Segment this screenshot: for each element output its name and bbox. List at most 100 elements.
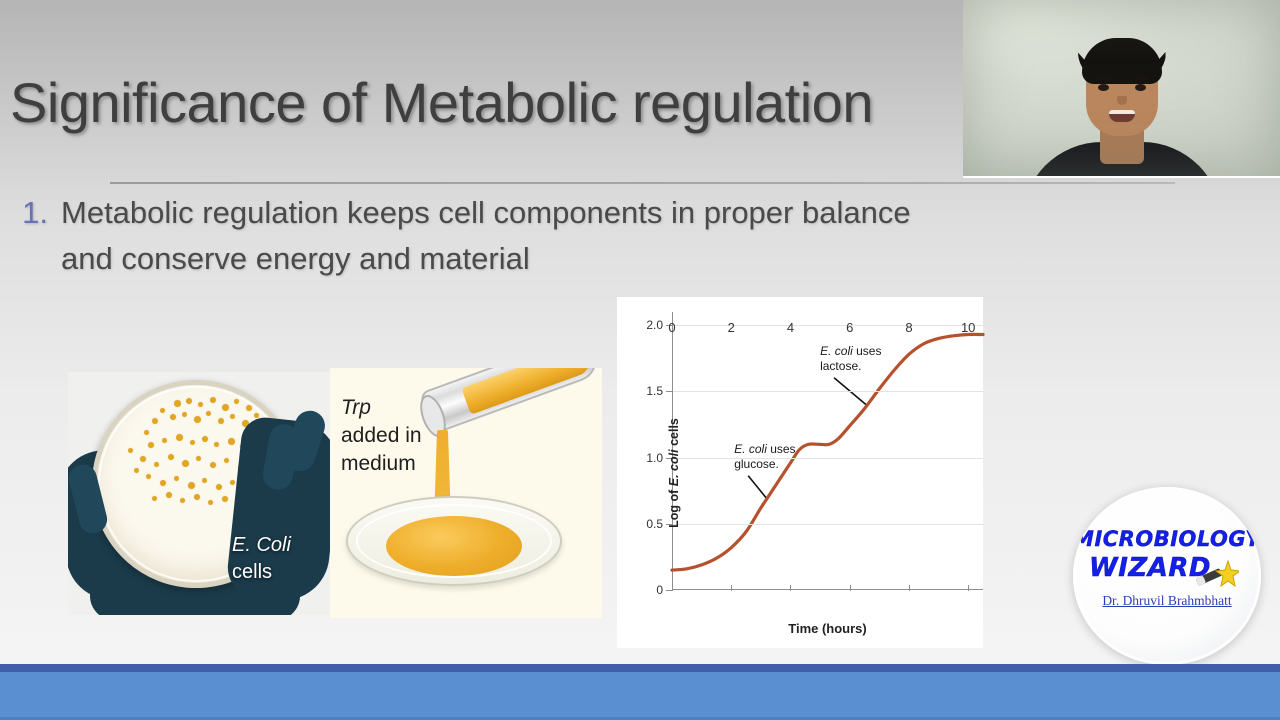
colony bbox=[154, 462, 159, 467]
presenter-webcam-video[interactable] bbox=[963, 0, 1280, 178]
x-axis-tick-label: 10 bbox=[960, 320, 976, 335]
y-axis-tick-label: 2.0 bbox=[646, 318, 663, 333]
colony bbox=[176, 434, 183, 441]
colony bbox=[242, 420, 249, 427]
annotation-line-2: glucose. bbox=[734, 456, 779, 471]
caption-rest: cells bbox=[232, 561, 273, 583]
presenter-hair bbox=[1081, 38, 1162, 84]
y-axis-tick-label: 1.0 bbox=[646, 450, 663, 465]
colony bbox=[148, 442, 154, 448]
trp-label: Trp bbox=[341, 396, 371, 419]
colony bbox=[234, 399, 239, 404]
x-axis-tick bbox=[849, 585, 851, 591]
bullet-list-item: 1. Metabolic regulation keeps cell compo… bbox=[0, 190, 950, 282]
chart-gridline bbox=[672, 457, 983, 459]
x-axis-tick-label: 0 bbox=[668, 320, 676, 335]
y-axis-tick bbox=[666, 523, 673, 525]
colony bbox=[174, 476, 179, 481]
colony bbox=[224, 458, 229, 463]
colony bbox=[206, 411, 211, 416]
trp-caption-line3: medium bbox=[341, 452, 416, 475]
x-axis-tick bbox=[968, 585, 970, 591]
page-title: Significance of Metabolic regulation bbox=[10, 71, 873, 134]
y-axis-tick bbox=[666, 590, 673, 591]
growth-curve-chart: 0 0.5 1.0 1.5 2.0 0 2 4 6 8 10 E. coli uses glucose.… bbox=[617, 297, 983, 648]
colony bbox=[182, 412, 187, 417]
x-axis-tick bbox=[672, 585, 673, 591]
webcam-vignette bbox=[963, 0, 1280, 176]
colony bbox=[182, 460, 189, 467]
colony bbox=[228, 438, 235, 445]
x-axis-tick-label: 6 bbox=[846, 320, 854, 335]
chart-gridline bbox=[672, 325, 983, 327]
colony bbox=[222, 404, 229, 411]
colony bbox=[208, 500, 213, 505]
colony bbox=[146, 474, 151, 479]
chart-annotation: E. coli uses glucose. bbox=[734, 441, 796, 471]
presenter-eyebrow-right bbox=[1132, 77, 1149, 80]
presenter-eye-left bbox=[1097, 84, 1109, 91]
x-axis-tick bbox=[731, 585, 733, 591]
y-axis-title-species: E. coli bbox=[666, 448, 681, 486]
petri-dish-caption: E. Coli cells bbox=[232, 532, 362, 586]
chart-annotation: E. coli uses lactose. bbox=[820, 343, 882, 373]
colony bbox=[210, 462, 216, 468]
bullet-text: Metabolic regulation keeps cell componen… bbox=[61, 195, 911, 276]
y-axis bbox=[672, 312, 673, 590]
y-axis-tick-label: 1.5 bbox=[646, 384, 663, 399]
species-name: E. Coli bbox=[232, 534, 291, 556]
colony bbox=[188, 482, 195, 489]
footer-accent-bar bbox=[0, 664, 1280, 672]
presenter-eye-right bbox=[1134, 84, 1146, 91]
x-axis bbox=[672, 589, 983, 590]
test-tube-liquid bbox=[461, 368, 594, 415]
x-axis-tick bbox=[790, 585, 792, 591]
annotation-species: E. coli bbox=[734, 441, 767, 456]
colony bbox=[186, 398, 192, 404]
colony bbox=[160, 480, 166, 486]
annotation-leader-line bbox=[834, 378, 866, 405]
colony bbox=[218, 418, 224, 424]
chart-gridline bbox=[672, 391, 983, 393]
colony bbox=[222, 496, 228, 502]
trp-caption-line2: added in bbox=[341, 424, 422, 447]
colony bbox=[166, 492, 172, 498]
annotation-leader-line bbox=[748, 476, 767, 499]
presenter-eyebrow-left bbox=[1094, 77, 1111, 80]
colony bbox=[140, 456, 146, 462]
y-axis-tick-label: 0.5 bbox=[646, 516, 663, 531]
y-axis-title: Log of E. coli cells bbox=[666, 417, 681, 528]
chart-plot-area: 0 0.5 1.0 1.5 2.0 0 2 4 6 8 10 E. coli uses glucose.… bbox=[646, 312, 983, 597]
colony bbox=[194, 494, 200, 500]
x-axis-tick-label: 4 bbox=[786, 320, 795, 335]
logo-line-1: MICROBIOLOGY bbox=[1073, 527, 1261, 551]
colony bbox=[254, 413, 259, 418]
colony bbox=[174, 400, 181, 407]
x-axis-tick-label: 8 bbox=[905, 320, 913, 335]
colony bbox=[194, 416, 201, 423]
colony bbox=[152, 418, 158, 424]
colony bbox=[202, 478, 207, 483]
colony bbox=[190, 440, 195, 445]
colony bbox=[196, 456, 201, 461]
colony bbox=[168, 454, 174, 460]
x-axis-tick bbox=[908, 585, 910, 591]
colony bbox=[246, 405, 252, 411]
colony bbox=[210, 397, 216, 403]
y-axis-tick bbox=[666, 391, 673, 393]
logo-author: Dr. Dhruvil Brahmbhatt bbox=[1102, 593, 1232, 608]
petri-dish-inner-rim bbox=[356, 504, 552, 578]
growth-curve-line bbox=[672, 312, 983, 590]
trp-medium-illustration: Trp added in medium bbox=[330, 368, 602, 618]
chart-gridline bbox=[672, 523, 983, 525]
presenter-mouth bbox=[1108, 110, 1135, 122]
bullet-number: 1. bbox=[22, 195, 48, 230]
presenter-nose bbox=[1116, 96, 1127, 105]
colony bbox=[216, 484, 222, 490]
colony bbox=[198, 402, 203, 407]
y-axis-tick bbox=[666, 325, 673, 327]
colony bbox=[214, 442, 219, 447]
colony bbox=[230, 414, 235, 419]
annotation-species: E. coli bbox=[820, 343, 853, 358]
